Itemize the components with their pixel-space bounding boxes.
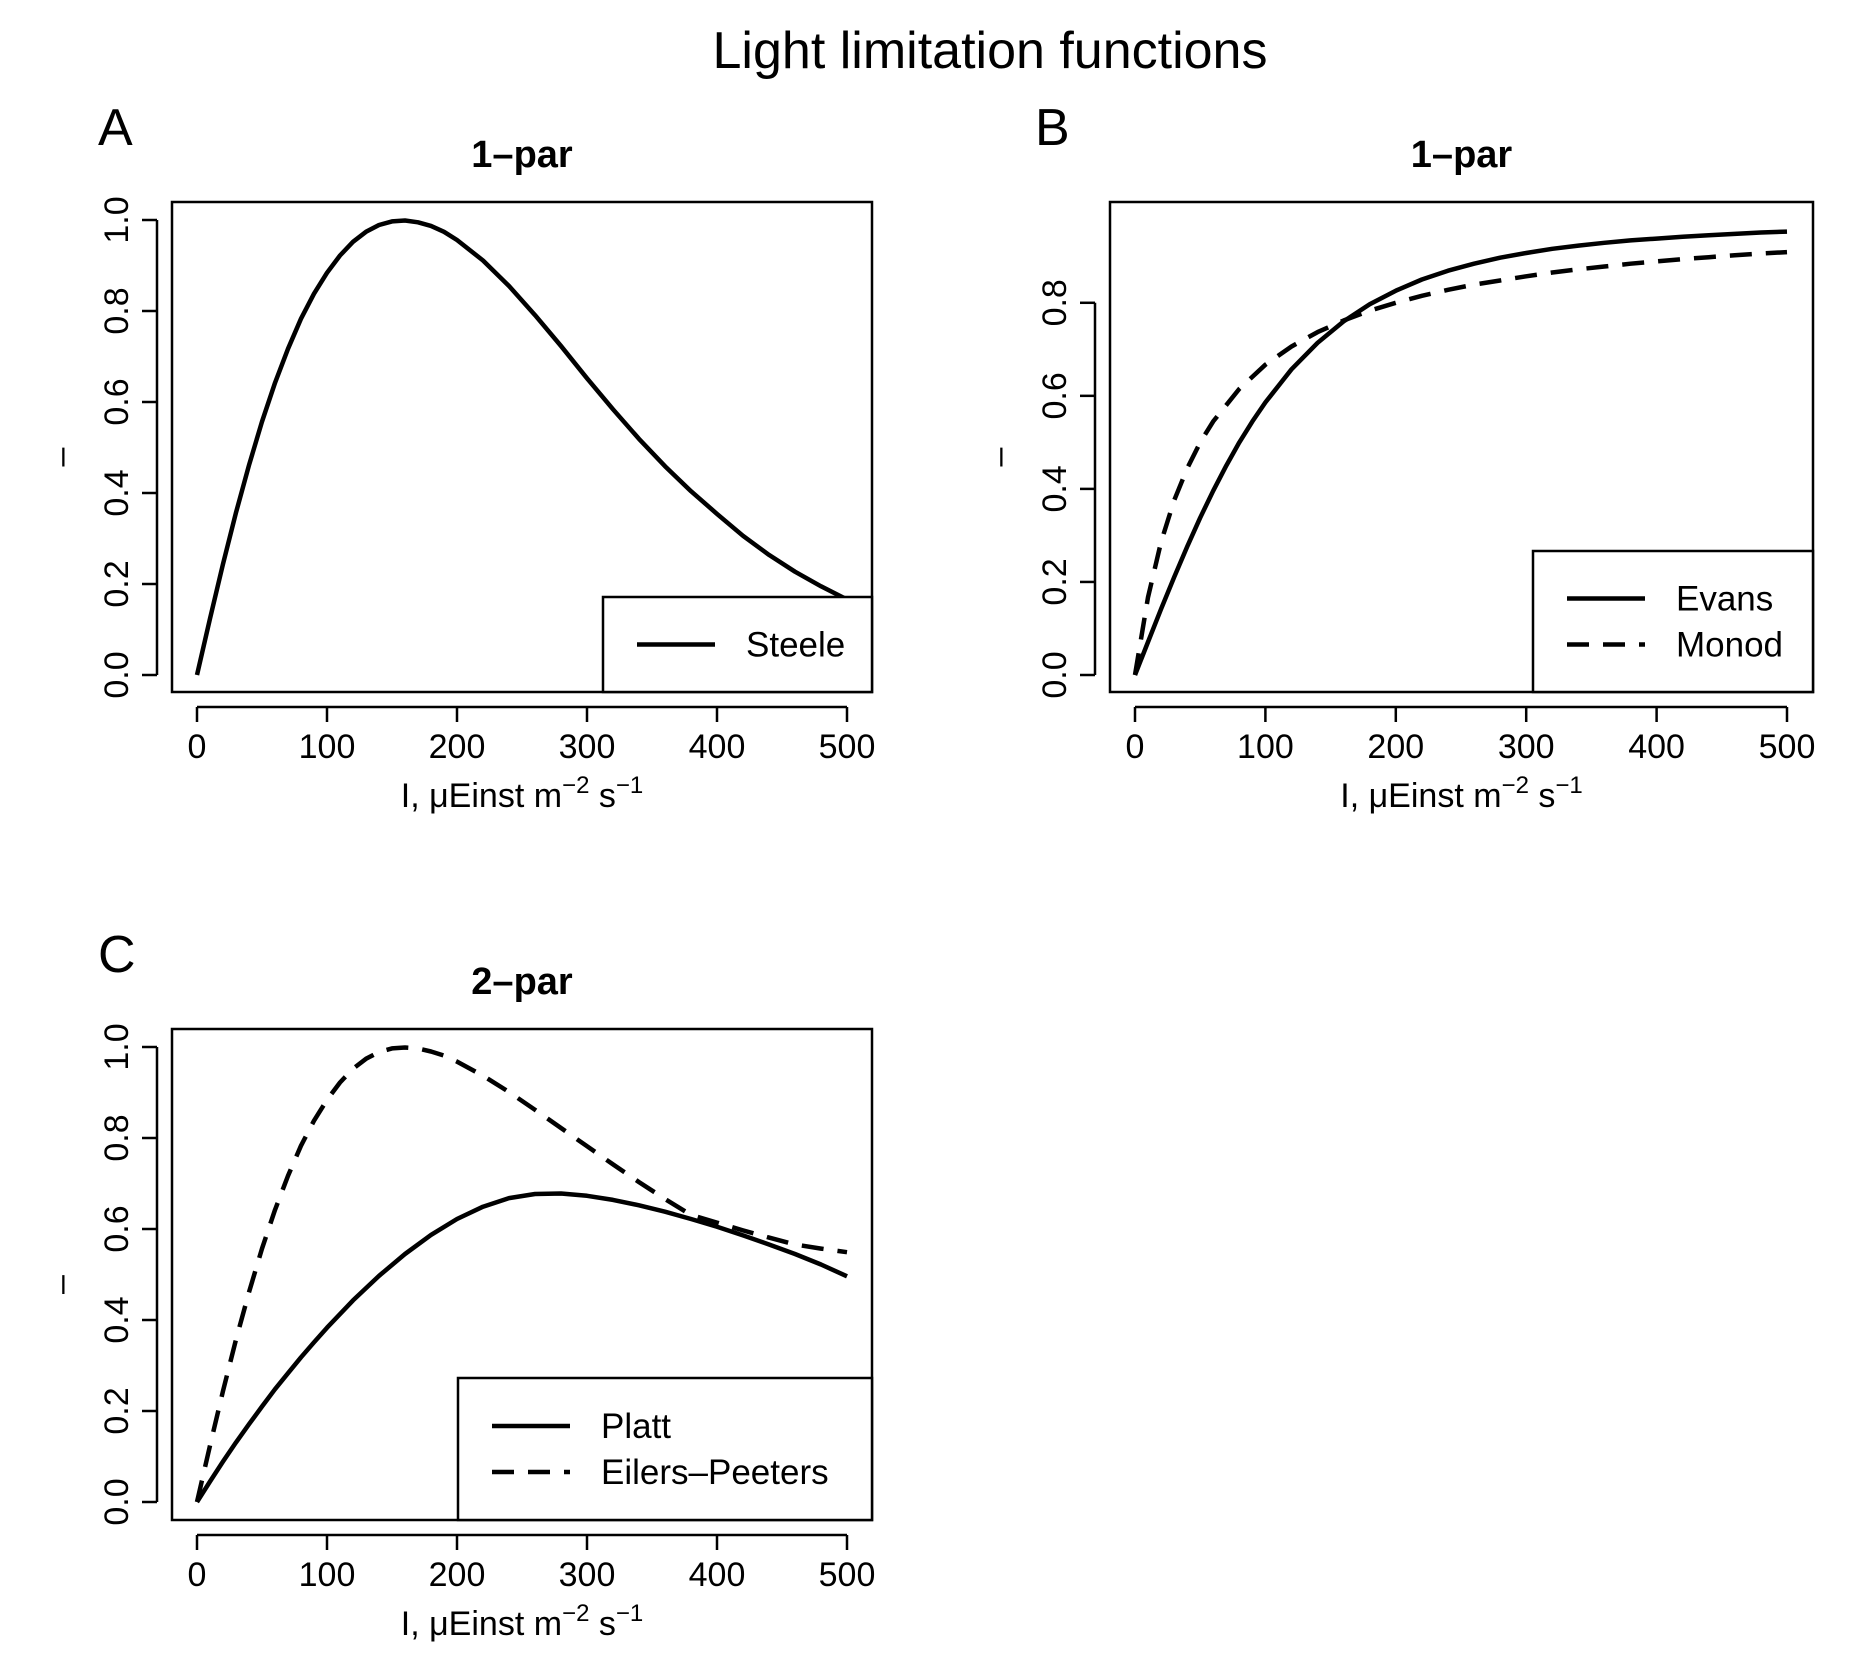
y-axis-label: – <box>42 1275 80 1294</box>
x-tick-label: 400 <box>1628 728 1685 766</box>
y-tick-label: 0.2 <box>98 560 136 607</box>
legend-box <box>456 1376 874 1522</box>
legend-label: Platt <box>601 1407 671 1446</box>
x-tick-label: 500 <box>819 1556 876 1594</box>
x-tick-label: 300 <box>559 1556 616 1594</box>
y-tick-label: 0.2 <box>98 1387 136 1434</box>
x-tick-label: 300 <box>1498 728 1555 766</box>
series-line-monod <box>1132 249 1788 676</box>
y-axis: 0.0 0.2 0.4 0.6 0.8 1.0 <box>98 1023 159 1526</box>
y-tick-label: 0.6 <box>1036 372 1074 419</box>
x-tick-label: 200 <box>1367 728 1424 766</box>
panel-letter: B <box>1035 99 1070 157</box>
y-tick-label: 0.8 <box>98 1114 136 1161</box>
legend: Steele <box>601 595 874 694</box>
y-tick-label: 0.6 <box>98 378 136 425</box>
x-tick-label: 0 <box>1126 728 1145 766</box>
x-tick-label: 100 <box>1237 728 1294 766</box>
y-tick-label: 0.8 <box>98 287 136 334</box>
x-axis-label: I, μEinst m−2 s−1 <box>401 772 644 815</box>
figure-title: Light limitation functions <box>713 22 1268 80</box>
legend-label: Steele <box>746 626 845 665</box>
legend-box <box>1531 549 1815 694</box>
legend: Platt Eilers–Peeters <box>456 1376 874 1522</box>
y-axis: 0.0 0.2 0.4 0.6 0.8 1.0 <box>98 196 159 699</box>
y-tick-label: 0.8 <box>1036 279 1074 326</box>
panel-c: C 2–par 0 100 200 300 400 500 I, μEinst m−2 s−1 0… <box>42 926 875 1643</box>
legend-label: Monod <box>1676 626 1783 665</box>
plot-box <box>1108 200 1815 694</box>
series-line-eilers-peeters <box>194 1045 848 1503</box>
x-tick-label: 200 <box>429 728 486 766</box>
plot-box <box>170 200 874 694</box>
panels: A 1–par 0 100 200 300 400 500 I, μEinst m−2 s−1 0… <box>42 99 1815 1643</box>
y-tick-label: 0.4 <box>1036 465 1074 512</box>
x-axis: 0 100 200 300 400 500 <box>188 1533 876 1594</box>
x-tick-label: 0 <box>188 728 207 766</box>
y-axis-label: – <box>42 447 80 466</box>
panel-title: 1–par <box>471 134 573 176</box>
legend-label: Evans <box>1676 580 1773 619</box>
x-axis-label: I, μEinst m−2 s−1 <box>1340 772 1583 815</box>
y-axis: 0.0 0.2 0.4 0.6 0.8 <box>1036 279 1097 699</box>
legend: Evans Monod <box>1531 549 1815 694</box>
panel-title: 1–par <box>1411 134 1513 176</box>
x-tick-label: 0 <box>188 1556 207 1594</box>
x-axis: 0 100 200 300 400 500 <box>188 705 876 766</box>
y-tick-label: 0.4 <box>98 1296 136 1343</box>
x-tick-label: 200 <box>429 1556 486 1594</box>
panel-a: A 1–par 0 100 200 300 400 500 I, μEinst m−2 s−1 0… <box>42 99 875 815</box>
y-tick-label: 0.2 <box>1036 558 1074 605</box>
y-tick-label: 0.4 <box>98 469 136 516</box>
x-axis-label: I, μEinst m−2 s−1 <box>401 1600 644 1643</box>
y-tick-label: 0.0 <box>1036 651 1074 698</box>
y-tick-label: 0.0 <box>98 651 136 698</box>
series-line-steele <box>194 218 849 676</box>
x-tick-label: 300 <box>559 728 616 766</box>
y-tick-label: 1.0 <box>98 1023 136 1070</box>
x-tick-label: 400 <box>689 728 746 766</box>
y-axis-label: – <box>980 447 1018 466</box>
x-tick-label: 500 <box>819 728 876 766</box>
y-tick-label: 0.0 <box>98 1478 136 1525</box>
legend-label: Eilers–Peeters <box>601 1453 829 1492</box>
x-tick-label: 100 <box>299 1556 356 1594</box>
series-line-platt <box>195 1191 848 1504</box>
panel-letter: A <box>98 99 133 157</box>
panel-b: B 1–par 0 100 200 300 400 500 I, μEinst m−2 s−1 0… <box>980 99 1815 815</box>
y-tick-label: 1.0 <box>98 196 136 243</box>
y-tick-label: 0.6 <box>98 1205 136 1252</box>
x-tick-label: 400 <box>689 1556 746 1594</box>
series-line-evans <box>1132 229 1788 676</box>
x-tick-label: 100 <box>299 728 356 766</box>
panel-letter: C <box>98 926 136 984</box>
x-tick-label: 500 <box>1759 728 1816 766</box>
x-axis: 0 100 200 300 400 500 <box>1126 705 1816 766</box>
panel-title: 2–par <box>471 961 573 1003</box>
